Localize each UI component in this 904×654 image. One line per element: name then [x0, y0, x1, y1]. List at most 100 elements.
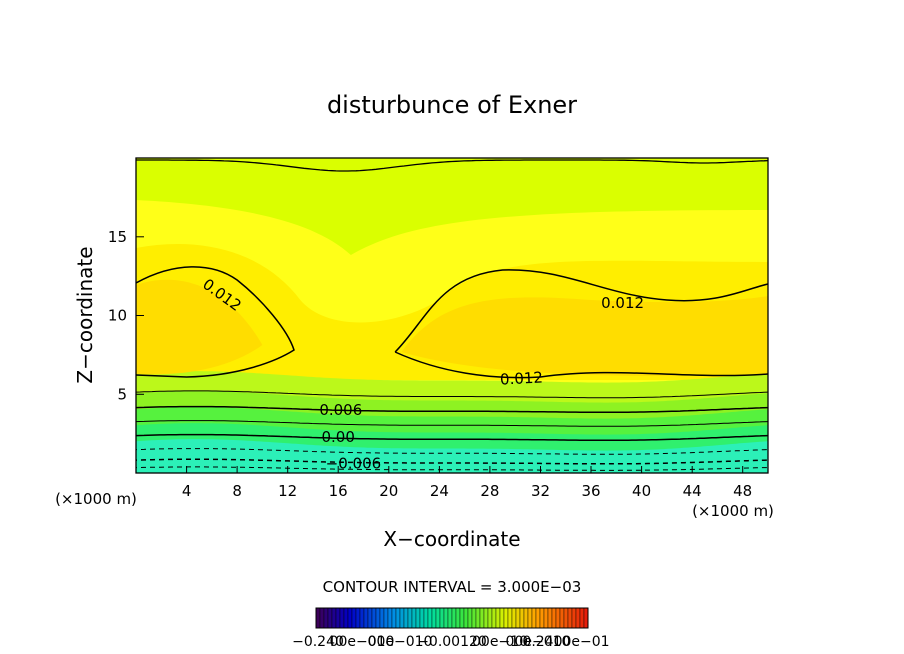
- colorbar-swatch: [411, 607, 417, 629]
- colorbar-swatch: [535, 607, 541, 629]
- y-tick: 15: [108, 228, 144, 246]
- colorbar-tick-label: 00e−010: [368, 634, 433, 650]
- x-axis: 4 8 12 16 20 24 28 32 36 40 44 48: [182, 466, 752, 500]
- x-tick: 48: [733, 466, 752, 500]
- colorbar-swatch: [387, 607, 393, 629]
- y-tick-label: 5: [117, 385, 127, 403]
- colorbar-swatch: [491, 607, 497, 629]
- colorbar-frame: [315, 607, 589, 629]
- colorbar-swatch: [583, 607, 589, 629]
- colorbar-swatch: [575, 607, 581, 629]
- chart-title: disturbunce of Exner: [327, 91, 577, 119]
- colorbar-swatch: [439, 607, 445, 629]
- x-tick-label: 8: [232, 482, 242, 500]
- y-axis-label: Z−coordinate: [73, 246, 97, 383]
- x-tick-label: 20: [379, 482, 398, 500]
- colorbar-swatch: [539, 607, 545, 629]
- y-unit-label: (×1000 m): [55, 490, 137, 508]
- colorbar-tick-label: 00e−10: [472, 634, 528, 650]
- colorbar-swatch: [403, 607, 409, 629]
- colorbar-swatch: [483, 607, 489, 629]
- colorbar-swatch: [495, 607, 501, 629]
- x-tick-label: 12: [278, 482, 297, 500]
- y-tick: 10: [108, 307, 144, 325]
- colorbar-swatch: [555, 607, 561, 629]
- colorbar-swatch: [419, 607, 425, 629]
- colorbar-swatch: [363, 607, 369, 629]
- x-axis-label: X−coordinate: [383, 527, 520, 551]
- colorbar-swatch: [543, 607, 549, 629]
- contour-label-text: 0.012: [601, 294, 644, 312]
- contour-label-text: 0.006: [319, 401, 362, 419]
- x-tick: 40: [632, 466, 651, 500]
- colorbar-tick-label: −0.240: [292, 634, 344, 650]
- colorbar-swatch: [343, 607, 349, 629]
- contour-line-neg0006: [136, 458, 768, 465]
- colorbar-swatch: [407, 607, 413, 629]
- colorbar-swatch: [339, 607, 345, 629]
- colorbar-swatch: [499, 607, 505, 629]
- y-tick-label: 10: [108, 307, 127, 325]
- y-tick: 5: [117, 385, 144, 403]
- contour-line-0003: [136, 420, 768, 427]
- colorbar-swatch: [447, 607, 453, 629]
- colorbar-swatch: [467, 607, 473, 629]
- contour-label: 0.006: [319, 401, 362, 419]
- colorbar-swatch: [455, 607, 461, 629]
- colorbar-swatch: [503, 607, 509, 629]
- colorbar-swatch: [579, 607, 585, 629]
- y-tick-label: 15: [108, 228, 127, 246]
- contour-label-text: 0.012: [500, 368, 544, 388]
- contour-line-0012-right: [394, 269, 768, 379]
- colorbar-tick-label: 00e−010: [330, 634, 395, 650]
- fill-core-left: [136, 279, 263, 375]
- x-tick: 24: [430, 466, 449, 500]
- colorbar-swatch: [547, 607, 553, 629]
- colorbar-swatch: [427, 607, 433, 629]
- colorbar-swatch: [359, 607, 365, 629]
- contour-line-0006: [136, 405, 768, 414]
- contour-line-neg0003: [136, 448, 768, 455]
- x-tick-label: 48: [733, 482, 752, 500]
- contour-line-000: [136, 433, 768, 442]
- colorbar-swatch: [459, 607, 465, 629]
- colorbar: −0.240 00e−010 00e−010 −0.00120 00e−10 0…: [292, 607, 610, 650]
- x-tick-label: 16: [329, 482, 348, 500]
- x-tick: 12: [278, 466, 297, 500]
- colorbar-swatch: [367, 607, 373, 629]
- colorbar-swatch: [399, 607, 405, 629]
- colorbar-swatch: [379, 607, 385, 629]
- colorbar-swatch: [471, 607, 477, 629]
- x-tick-label: 24: [430, 482, 449, 500]
- x-tick: 4: [182, 466, 191, 500]
- colorbar-swatch: [331, 607, 337, 629]
- colorbar-swatch: [443, 607, 449, 629]
- colorbar-swatch: [383, 607, 389, 629]
- colorbar-swatch: [431, 607, 437, 629]
- colorbar-swatch: [355, 607, 361, 629]
- x-unit-label: (×1000 m): [692, 502, 774, 520]
- colorbar-swatch: [371, 607, 377, 629]
- colorbar-swatch: [551, 607, 557, 629]
- x-tick: 44: [683, 466, 702, 500]
- contour-label: 0.012: [500, 368, 544, 388]
- contour-label-text: 0.00: [321, 428, 354, 446]
- x-tick-label: 36: [581, 482, 600, 500]
- x-tick: 20: [379, 466, 398, 500]
- colorbar-swatch: [391, 607, 397, 629]
- contour-label: 0.00: [321, 428, 354, 446]
- contour-line-009: [136, 390, 768, 399]
- contour-line-top: [136, 159, 768, 172]
- colorbar-swatch: [323, 607, 329, 629]
- colorbar-swatch: [335, 607, 341, 629]
- x-tick: 8: [232, 466, 242, 500]
- colorbar-swatch: [435, 607, 441, 629]
- colorbar-swatch: [567, 607, 573, 629]
- colorbar-tick-label: 0.2400e−01: [522, 634, 609, 650]
- x-tick: 32: [531, 466, 550, 500]
- plot-area: 0.012 0.012 0.012 0.006 0.00 −0.006: [136, 158, 768, 473]
- contour-label: −0.006: [326, 455, 382, 473]
- colorbar-swatch: [527, 607, 533, 629]
- colorbar-swatch: [507, 607, 513, 629]
